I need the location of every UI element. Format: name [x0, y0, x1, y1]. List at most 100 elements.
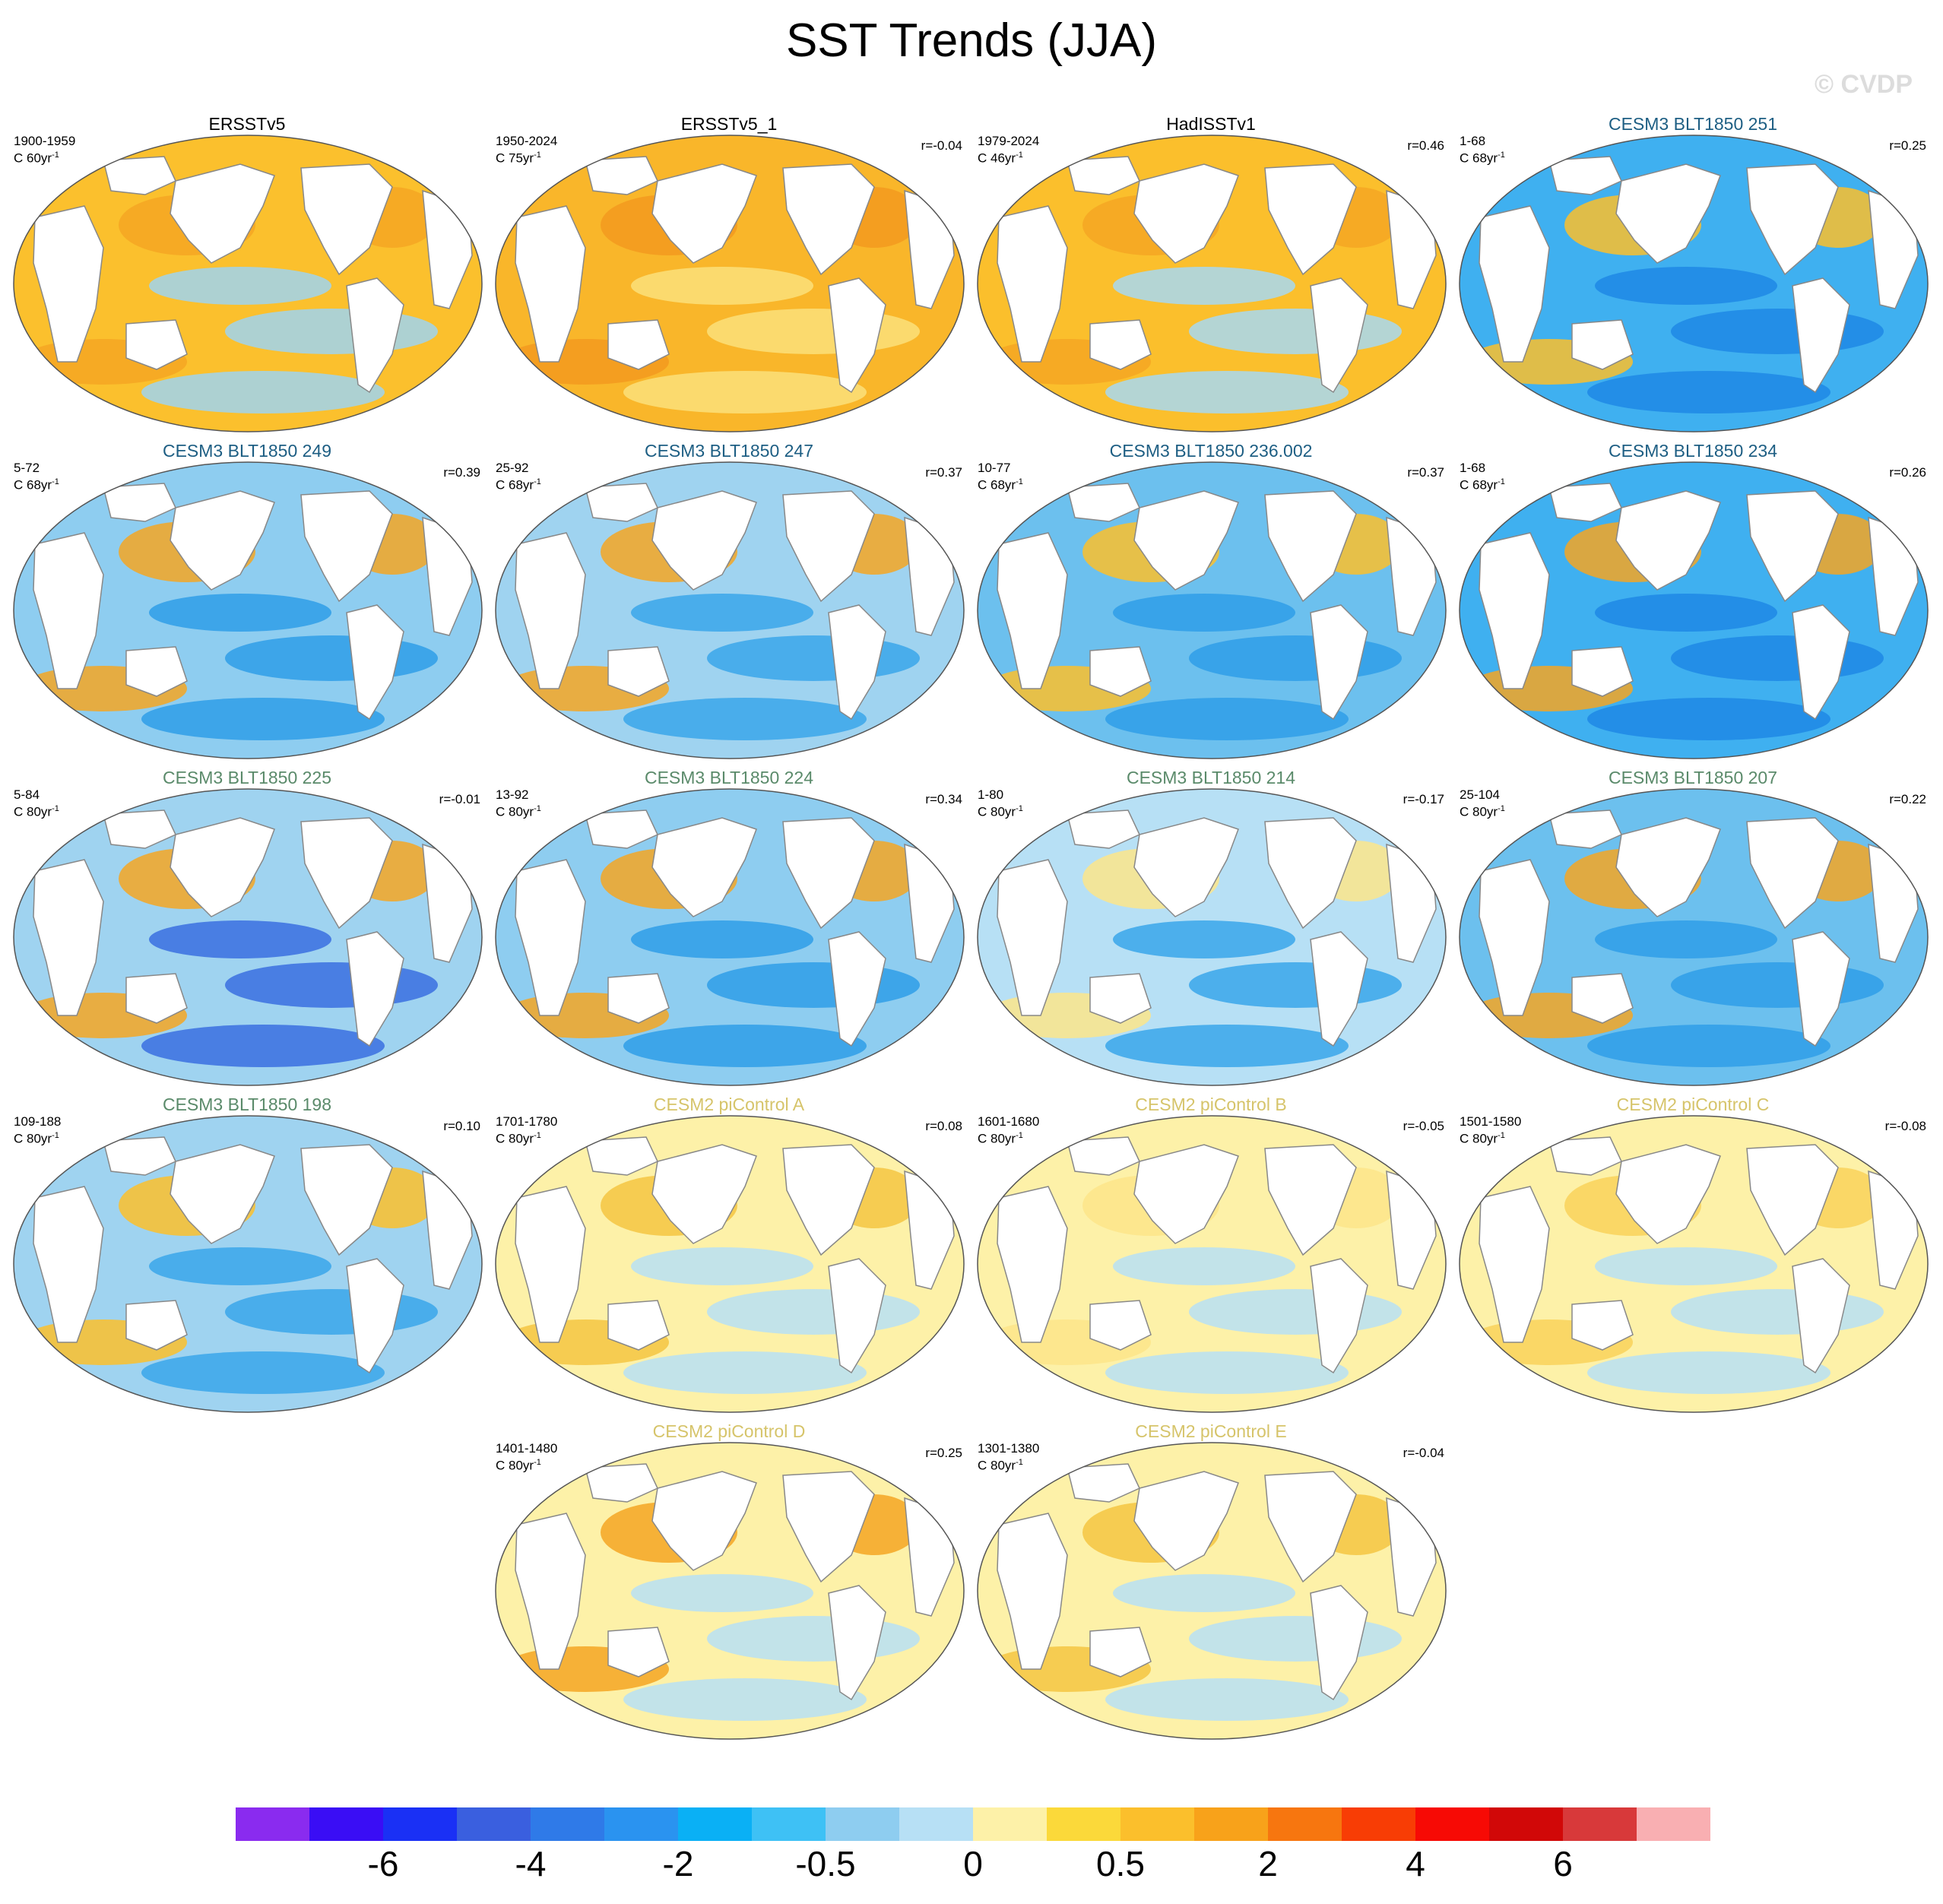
colorbar-swatch	[1637, 1807, 1710, 1841]
panel-title: CESM3 BLT1850 198	[162, 1095, 332, 1114]
anomaly-region	[1105, 371, 1349, 413]
landmass	[1133, 817, 1239, 917]
colorbar-swatch	[1120, 1807, 1194, 1841]
panel-correlation: r=0.22	[1889, 792, 1926, 806]
colorbar-swatch	[826, 1807, 899, 1841]
map-outline	[977, 1442, 1447, 1740]
map-panel: CESM3 BLT1850 249 5-72 C 68yr-1 r=0.39	[8, 441, 487, 760]
anomaly-region	[1189, 1289, 1402, 1335]
units-exponent: -1	[534, 150, 541, 160]
sst-trend-map	[977, 1442, 1447, 1740]
panel-correlation: r=-0.04	[1403, 1446, 1444, 1460]
landmass	[607, 1627, 670, 1677]
landmass	[33, 532, 104, 689]
panel-period: 1-80	[978, 787, 1004, 802]
units-exponent: -1	[1498, 1131, 1505, 1140]
landmass	[828, 1258, 886, 1374]
colorbar	[236, 1807, 1710, 1841]
panel-units: C 80yr-1	[978, 802, 1023, 819]
landmass	[1746, 163, 1839, 276]
panel-correlation: r=-0.17	[1403, 792, 1444, 806]
anomaly-region	[707, 635, 920, 681]
panel-period: 5-84	[14, 787, 40, 802]
sst-trend-map	[977, 788, 1447, 1086]
landmass	[1067, 483, 1141, 522]
landmass	[1746, 1144, 1839, 1256]
landmass	[170, 1144, 275, 1244]
landmass	[125, 319, 188, 370]
anomaly-region	[1189, 962, 1402, 1008]
sst-trend-map	[13, 135, 483, 432]
map-outline	[495, 1442, 965, 1740]
colorbar-swatch	[1563, 1807, 1637, 1841]
panel-units: C 80yr-1	[978, 1129, 1023, 1146]
panel-title: CESM3 BLT1850 236.002	[1109, 441, 1313, 461]
anomaly-region	[1189, 635, 1402, 681]
anomaly-region	[1105, 1351, 1349, 1394]
map-outline	[977, 1115, 1447, 1413]
map-outline	[977, 135, 1447, 432]
anomaly-region	[225, 1289, 438, 1335]
panel-period: 1-68	[1460, 134, 1486, 148]
panel-units: C 80yr-1	[496, 1456, 541, 1473]
colorbar-tick-label: 2	[1258, 1844, 1278, 1883]
anomaly-region	[1105, 1025, 1349, 1067]
panel-period: 10-77	[978, 461, 1011, 475]
anomaly-region	[1587, 371, 1830, 413]
landmass	[1133, 490, 1239, 591]
landmass	[346, 277, 404, 394]
map-panel: CESM3 BLT1850 247 25-92 C 68yr-1 r=0.37	[490, 441, 968, 760]
landmass	[125, 646, 188, 697]
colorbar-swatch	[236, 1807, 309, 1841]
anomaly-region	[631, 267, 813, 305]
anomaly-region	[1587, 1025, 1830, 1067]
landmass	[651, 1471, 757, 1571]
panel-units: C 75yr-1	[496, 148, 541, 166]
colorbar-tick-label: -6	[367, 1844, 399, 1883]
sst-trend-map	[977, 461, 1447, 759]
anomaly-region	[1189, 309, 1402, 354]
landmass	[1746, 817, 1839, 930]
landmass	[1479, 1186, 1550, 1343]
landmass	[1264, 817, 1357, 930]
map-panel: CESM3 BLT1850 234 1-68 C 68yr-1 r=0.26	[1453, 441, 1932, 760]
landmass	[125, 973, 188, 1024]
panel-period: 5-72	[14, 461, 40, 475]
units-exponent: -1	[52, 1131, 59, 1140]
landmass	[346, 1258, 404, 1374]
units-exponent: -1	[1016, 1458, 1023, 1467]
panel-title: ERSSTv5_1	[680, 114, 778, 134]
landmass	[515, 532, 586, 689]
panel-units-text: C 80yr	[1460, 1131, 1498, 1146]
map-panel: CESM2 piControl B 1601-1680 C 80yr-1 r=-0.0…	[972, 1095, 1450, 1414]
panel-title: CESM3 BLT1850 224	[644, 768, 814, 787]
panel-period: 1-68	[1460, 461, 1486, 475]
panel-units-text: C 68yr	[1460, 150, 1498, 166]
anomaly-region	[1595, 1247, 1777, 1285]
sst-trend-map	[1459, 788, 1929, 1086]
panel-units-text: C 68yr	[1460, 477, 1498, 493]
anomaly-region	[1113, 594, 1295, 632]
anomaly-region	[149, 267, 331, 305]
landmass	[1310, 1258, 1368, 1374]
colorbar-swatch	[1268, 1807, 1342, 1841]
colorbar-tick-label: -4	[515, 1844, 547, 1883]
panel-units-text: C 80yr	[496, 1131, 534, 1146]
landmass	[828, 931, 886, 1047]
anomaly-region	[149, 594, 331, 632]
anomaly-region	[623, 698, 867, 740]
anomaly-region	[141, 698, 385, 740]
landmass	[1792, 931, 1850, 1047]
landmass	[997, 1186, 1068, 1343]
panel-correlation: r=0.39	[443, 465, 480, 480]
landmass	[651, 163, 757, 264]
landmass	[1792, 1258, 1850, 1374]
panel-correlation: r=-0.04	[921, 138, 962, 153]
colorbar-swatch	[752, 1807, 826, 1841]
landmass	[1310, 1585, 1368, 1701]
sst-trend-map	[1459, 461, 1929, 759]
panel-units-text: C 80yr	[978, 1458, 1016, 1473]
panel-period: 109-188	[14, 1114, 62, 1129]
panel-units: C 68yr-1	[496, 475, 541, 493]
panel-period: 1401-1480	[496, 1441, 558, 1456]
